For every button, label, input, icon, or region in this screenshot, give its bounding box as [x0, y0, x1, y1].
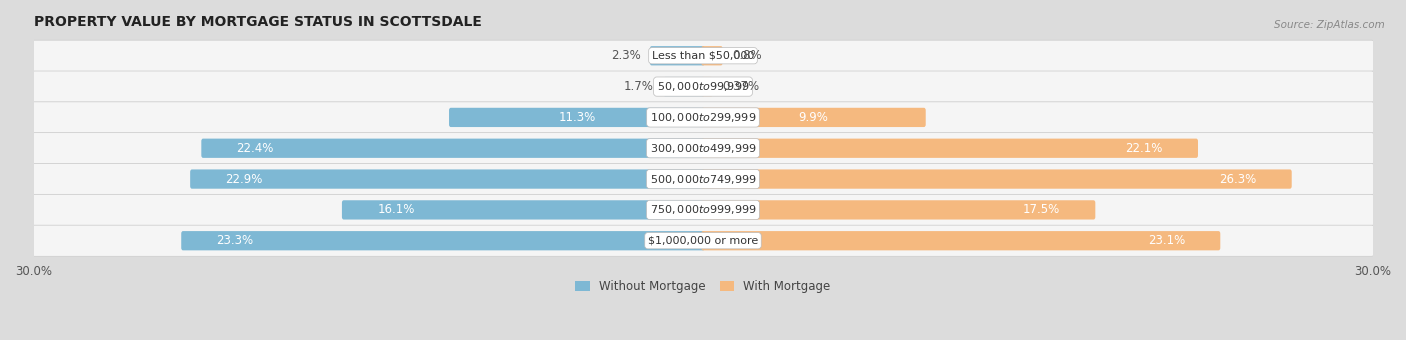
Text: $1,000,000 or more: $1,000,000 or more [648, 236, 758, 246]
FancyBboxPatch shape [181, 231, 704, 250]
FancyBboxPatch shape [31, 164, 1375, 194]
FancyBboxPatch shape [31, 40, 1375, 71]
Text: 23.1%: 23.1% [1147, 234, 1185, 247]
FancyBboxPatch shape [702, 46, 723, 65]
FancyBboxPatch shape [31, 133, 1375, 164]
Text: 9.9%: 9.9% [799, 111, 828, 124]
FancyBboxPatch shape [650, 46, 704, 65]
FancyBboxPatch shape [190, 169, 704, 189]
FancyBboxPatch shape [31, 225, 1375, 256]
FancyBboxPatch shape [31, 102, 1375, 133]
Text: 2.3%: 2.3% [610, 49, 641, 62]
Text: $100,000 to $299,999: $100,000 to $299,999 [650, 111, 756, 124]
FancyBboxPatch shape [702, 231, 1220, 250]
FancyBboxPatch shape [702, 77, 713, 96]
Text: 23.3%: 23.3% [217, 234, 253, 247]
Text: 22.4%: 22.4% [236, 142, 274, 155]
Text: Less than $50,000: Less than $50,000 [652, 51, 754, 61]
Text: 11.3%: 11.3% [558, 111, 596, 124]
Text: $500,000 to $749,999: $500,000 to $749,999 [650, 173, 756, 186]
Text: 22.1%: 22.1% [1125, 142, 1163, 155]
FancyBboxPatch shape [702, 200, 1095, 220]
FancyBboxPatch shape [342, 200, 704, 220]
FancyBboxPatch shape [702, 169, 1292, 189]
FancyBboxPatch shape [664, 77, 704, 96]
FancyBboxPatch shape [702, 108, 925, 127]
Text: $750,000 to $999,999: $750,000 to $999,999 [650, 203, 756, 216]
Text: 1.7%: 1.7% [624, 80, 654, 93]
FancyBboxPatch shape [201, 139, 704, 158]
Text: 0.8%: 0.8% [733, 49, 762, 62]
FancyBboxPatch shape [31, 71, 1375, 102]
FancyBboxPatch shape [449, 108, 704, 127]
Text: 22.9%: 22.9% [225, 173, 263, 186]
FancyBboxPatch shape [31, 194, 1375, 225]
Text: 17.5%: 17.5% [1022, 203, 1060, 216]
Text: 16.1%: 16.1% [377, 203, 415, 216]
Text: 0.37%: 0.37% [723, 80, 759, 93]
Text: 26.3%: 26.3% [1219, 173, 1257, 186]
Legend: Without Mortgage, With Mortgage: Without Mortgage, With Mortgage [571, 275, 835, 298]
Text: Source: ZipAtlas.com: Source: ZipAtlas.com [1274, 20, 1385, 30]
Text: $50,000 to $99,999: $50,000 to $99,999 [657, 80, 749, 93]
Text: PROPERTY VALUE BY MORTGAGE STATUS IN SCOTTSDALE: PROPERTY VALUE BY MORTGAGE STATUS IN SCO… [34, 15, 481, 29]
FancyBboxPatch shape [702, 139, 1198, 158]
Text: $300,000 to $499,999: $300,000 to $499,999 [650, 142, 756, 155]
